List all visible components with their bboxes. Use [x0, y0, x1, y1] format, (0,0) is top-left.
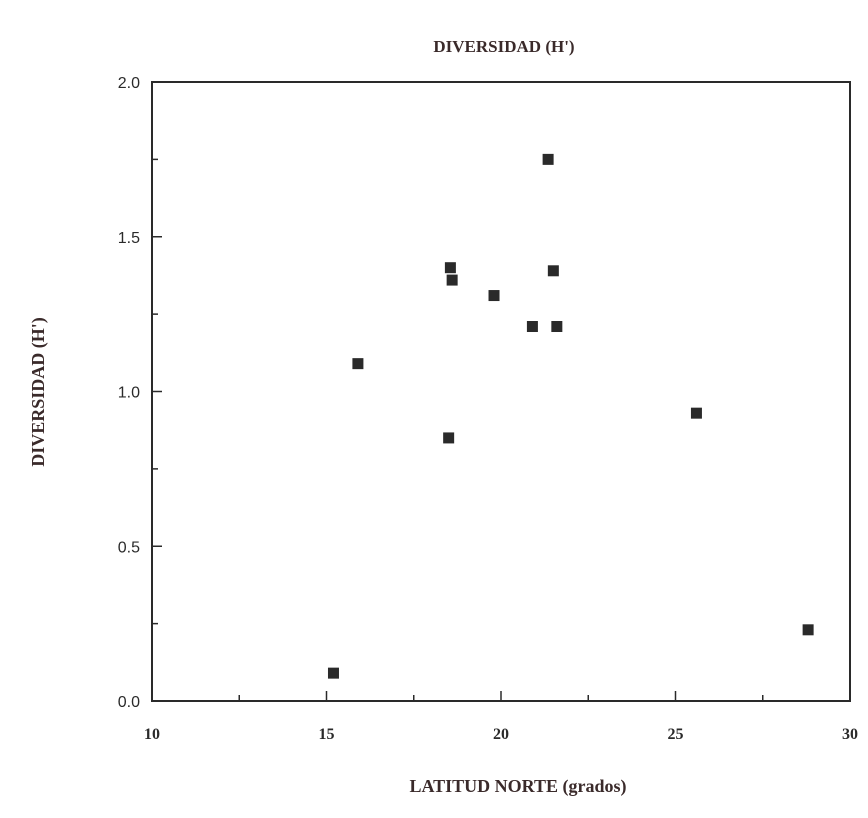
y-axis: 0.0 0.5 1.0 1.5 2.0 — [118, 75, 162, 711]
data-point — [443, 432, 455, 444]
data-points — [327, 153, 814, 679]
data-point — [551, 321, 563, 333]
x-axis: 10 15 20 25 30 — [144, 691, 858, 743]
y-tick-label: 1.5 — [118, 230, 140, 247]
data-point — [488, 290, 500, 302]
x-axis-label: LATITUD NORTE (grados) — [409, 776, 626, 797]
data-point — [542, 153, 554, 165]
x-tick-label: 15 — [319, 726, 335, 743]
y-axis-label: DIVERSIDAD (H') — [28, 317, 49, 467]
plot-area-frame — [151, 81, 851, 702]
x-tick-label: 25 — [668, 726, 684, 743]
data-point — [444, 262, 456, 274]
x-tick-label: 30 — [842, 726, 858, 743]
data-point — [690, 407, 702, 419]
data-point — [352, 358, 364, 370]
data-point — [547, 265, 559, 277]
y-tick-label: 0.5 — [118, 539, 140, 556]
data-point — [802, 624, 814, 636]
x-tick-label: 20 — [493, 726, 509, 743]
data-point — [526, 321, 538, 333]
chart-title: DIVERSIDAD (H') — [433, 37, 574, 56]
data-point — [446, 274, 458, 286]
y-tick-label: 1.0 — [118, 385, 140, 402]
x-tick-label: 10 — [144, 726, 160, 743]
data-point — [327, 667, 339, 679]
y-tick-label: 2.0 — [118, 75, 140, 92]
y-tick-label: 0.0 — [118, 694, 140, 711]
